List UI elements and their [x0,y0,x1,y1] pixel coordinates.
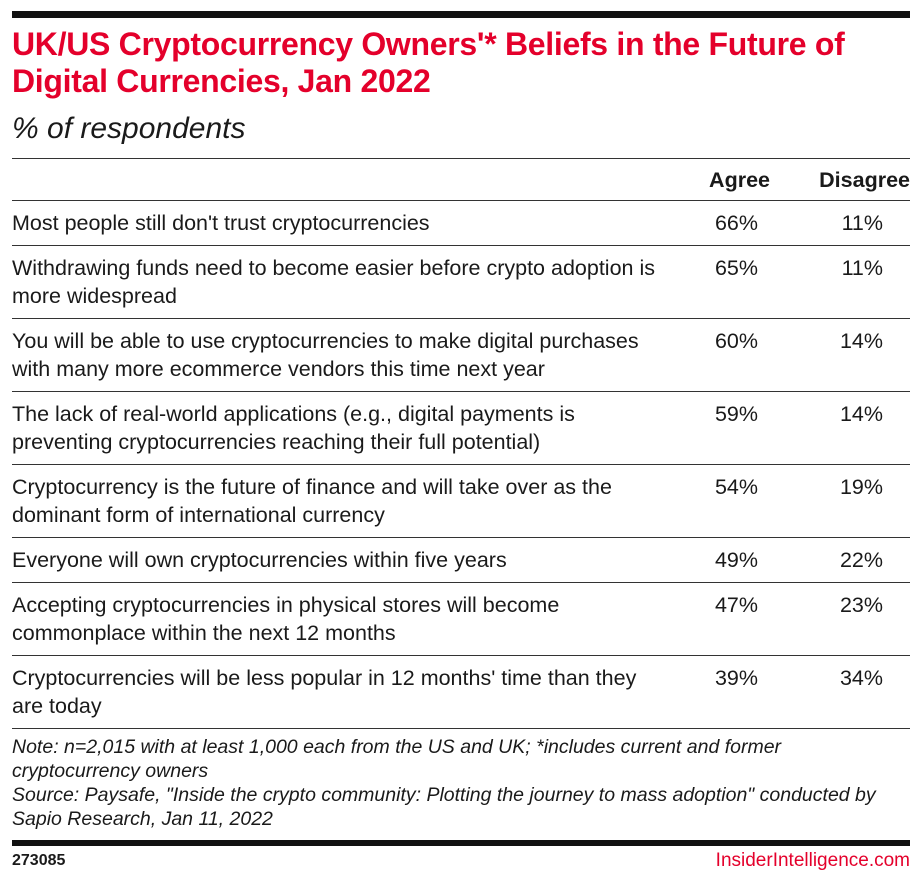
agree-value: 59% [714,402,758,426]
agree-value: 47% [714,593,758,617]
row-label: Cryptocurrency is the future of finance … [12,475,612,527]
source-text: Source: Paysafe, "Inside the crypto comm… [12,784,876,830]
chart-title: UK/US Cryptocurrency Owners'* Beliefs in… [12,26,845,99]
chart-subtitle: % of respondents [12,112,246,145]
row-label: You will be able to use cryptocurrencies… [12,329,639,381]
bottom-rule [12,840,910,846]
row-label: The lack of real-world applications (e.g… [12,402,575,454]
disagree-value: 11% [841,256,883,280]
agree-value: 54% [714,475,758,499]
top-rule [12,11,910,18]
header-row: Agree Disagree [12,158,910,201]
agree-value: 65% [714,256,758,280]
disagree-value: 34% [839,666,883,690]
table-row: The lack of real-world applications (e.g… [12,392,910,465]
disagree-column-header: Disagree [819,168,910,192]
note-text: Note: n=2,015 with at least 1,000 each f… [12,736,782,782]
agree-value: 49% [714,548,758,572]
agree-value: 39% [714,666,758,690]
table-row: Everyone will own cryptocurrencies withi… [12,538,910,583]
data-table: Agree Disagree Most people still don't t… [12,158,910,729]
agree-column-header: Agree [709,168,770,192]
row-label: Everyone will own cryptocurrencies withi… [12,548,507,572]
table-row: Cryptocurrencies will be less popular in… [12,656,910,729]
row-label: Most people still don't trust cryptocurr… [12,211,430,235]
table-row: Most people still don't trust cryptocurr… [12,201,910,246]
agree-value: 60% [714,329,758,353]
brand-link[interactable]: InsiderIntelligence.com [715,850,910,871]
table-row: Withdrawing funds need to become easier … [12,246,910,319]
disagree-value: 19% [839,475,883,499]
notes: Note: n=2,015 with at least 1,000 each f… [12,735,910,831]
disagree-value: 23% [839,593,883,617]
table-row: Cryptocurrency is the future of finance … [12,465,910,538]
label-column-header [12,159,670,201]
table-row: You will be able to use cryptocurrencies… [12,319,910,392]
chart-id: 273085 [12,852,66,869]
disagree-value: 22% [839,548,883,572]
disagree-value: 14% [839,402,883,426]
row-label: Cryptocurrencies will be less popular in… [12,666,637,718]
row-label: Withdrawing funds need to become easier … [12,256,655,308]
row-label: Accepting cryptocurrencies in physical s… [12,593,560,645]
disagree-value: 11% [841,211,883,235]
table-row: Accepting cryptocurrencies in physical s… [12,583,910,656]
agree-value: 66% [714,211,758,235]
disagree-value: 14% [839,329,883,353]
